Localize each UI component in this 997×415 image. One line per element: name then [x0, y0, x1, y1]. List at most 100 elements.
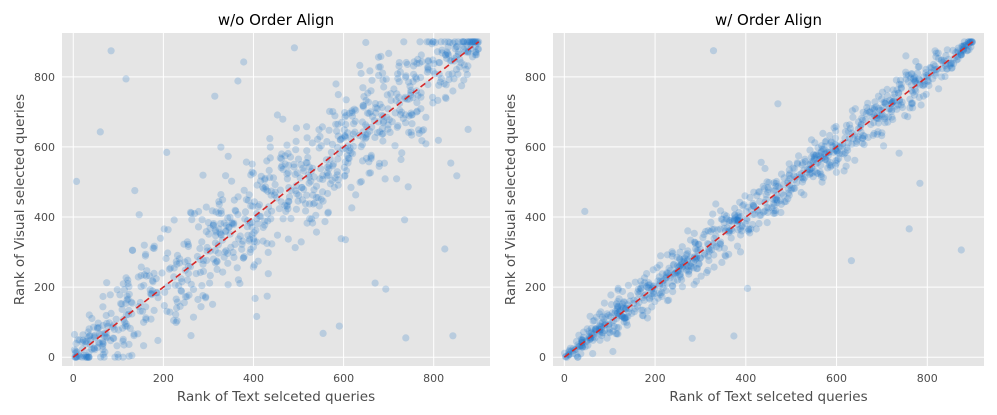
scatter-point [574, 341, 582, 349]
scatter-point [620, 299, 628, 307]
scatter-point [932, 53, 940, 61]
scatter-point [85, 325, 93, 333]
scatter-point [730, 216, 739, 225]
scatter-point [459, 38, 467, 46]
scatter-point [708, 246, 716, 254]
scatter-point [765, 204, 773, 212]
scatter-point [362, 133, 370, 141]
scatter-point [368, 123, 376, 131]
scatter-point [741, 192, 749, 200]
scatter-point [659, 284, 667, 292]
scatter-point [966, 38, 974, 46]
scatter-point [161, 288, 169, 296]
scatter-point [563, 353, 571, 361]
scatter-point [717, 215, 726, 223]
scatter-point [114, 326, 122, 334]
scatter-point [668, 282, 677, 290]
scatter-point [774, 182, 782, 190]
scatter-point [658, 270, 666, 278]
scatter-point [840, 167, 848, 175]
scatter-point [145, 272, 154, 280]
scatter-point [931, 47, 939, 55]
scatter-point [882, 98, 890, 106]
scatter-point [435, 59, 444, 67]
scatter-point [849, 135, 857, 143]
scatter-point [612, 330, 620, 338]
plot-area [553, 33, 984, 366]
scatter-point [74, 336, 82, 344]
scatter-point [747, 206, 755, 214]
scatter-point [366, 169, 375, 177]
scatter-point [199, 260, 207, 268]
scatter-point [892, 102, 900, 110]
scatter-point [776, 197, 785, 205]
scatter-point [452, 65, 461, 74]
scatter-point [303, 159, 311, 167]
scatter-point [728, 217, 737, 225]
scatter-point [881, 113, 889, 121]
scatter-point [349, 150, 357, 158]
scatter-point [747, 225, 755, 233]
scatter-point [76, 352, 84, 361]
scatter-point [404, 183, 412, 191]
scatter-point [323, 138, 331, 146]
scatter-point [581, 207, 589, 215]
scatter-point [965, 40, 973, 48]
scatter-point [694, 240, 703, 249]
scatter-point [341, 132, 349, 140]
scatter-point [172, 257, 180, 266]
scatter-point [319, 188, 327, 196]
scatter-point [401, 73, 410, 81]
scatter-point [296, 174, 304, 182]
scatter-point [734, 226, 742, 234]
scatter-point [387, 96, 395, 105]
scatter-point [644, 281, 653, 289]
scatter-point [442, 51, 450, 59]
scatter-point [283, 201, 291, 209]
scatter-point [240, 186, 248, 194]
scatter-point [264, 203, 273, 211]
scatter-point [224, 249, 232, 257]
scatter-point [954, 47, 962, 55]
scatter-point [819, 174, 827, 182]
scatter-point [367, 87, 375, 95]
scatter-point [636, 287, 644, 295]
scatter-point [836, 143, 844, 151]
scatter-point [890, 93, 898, 101]
scatter-point [351, 128, 359, 136]
scatter-point [655, 289, 663, 297]
scatter-point [678, 265, 687, 273]
scatter-point [904, 78, 912, 86]
scatter-point [581, 343, 589, 351]
scatter-point [220, 219, 228, 227]
scatter-point [83, 353, 91, 361]
scatter-point [211, 92, 219, 100]
scatter-point [939, 58, 947, 66]
scatter-point [875, 112, 883, 120]
scatter-point [676, 255, 684, 264]
scatter-point [858, 139, 867, 147]
scatter-point [844, 154, 852, 162]
scatter-point [897, 101, 905, 109]
scatter-point [760, 184, 769, 192]
scatter-point [324, 208, 332, 216]
scatter-point [180, 299, 188, 307]
scatter-point [784, 189, 793, 197]
scatter-point [363, 109, 372, 117]
scatter-point [119, 335, 127, 343]
scatter-point [305, 179, 313, 187]
x-tick-label: 800 [917, 372, 938, 385]
scatter-point [266, 173, 274, 181]
scatter-point [957, 246, 965, 254]
scatter-point [704, 266, 712, 274]
scatter-point [894, 101, 902, 109]
scatter-point [398, 108, 406, 116]
scatter-point [755, 219, 763, 228]
scatter-point [764, 188, 772, 196]
scatter-point [212, 208, 220, 216]
scatter-point [254, 257, 262, 265]
scatter-point [745, 225, 753, 233]
scatter-point [910, 91, 919, 99]
scatter-point [341, 113, 349, 121]
scatter-point [328, 176, 336, 184]
